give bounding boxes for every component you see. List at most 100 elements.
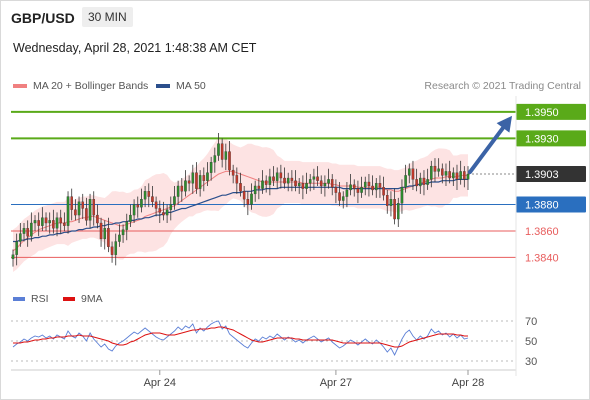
legend-label-rsi: RSI: [31, 293, 49, 305]
candle-body: [341, 196, 345, 201]
candle-body: [143, 191, 147, 200]
candle-body: [33, 220, 37, 224]
rsi-ma-line: [13, 326, 468, 348]
candle-body: [191, 172, 195, 184]
candle-body: [132, 204, 136, 216]
candle-body: [411, 168, 415, 180]
candle-body: [158, 208, 162, 213]
candle-body: [165, 209, 169, 216]
candle-body: [15, 241, 18, 255]
candle-body: [422, 177, 426, 185]
candle-body: [452, 172, 455, 179]
legend-label-9ma: 9MA: [81, 293, 103, 305]
candle-body: [103, 228, 107, 240]
candle-body: [176, 185, 180, 197]
candle-body: [169, 204, 173, 210]
timeframe-badge[interactable]: 30 MIN: [82, 7, 133, 27]
candle-body: [55, 217, 59, 229]
candle-body: [125, 221, 129, 230]
x-tick-label: Apr 28: [452, 377, 484, 389]
candle-body: [187, 180, 191, 184]
candle-body: [290, 177, 294, 181]
candle-body: [154, 201, 158, 209]
candle-body: [52, 220, 55, 229]
candle-body: [92, 199, 96, 216]
legend-item-rsi: RSI: [13, 293, 49, 305]
legend-swatch-ma20: [13, 84, 27, 88]
candle-body: [371, 185, 374, 191]
candle-body: [11, 254, 15, 259]
candle-body: [136, 204, 140, 208]
candle-body: [444, 171, 448, 176]
candle-body: [85, 208, 88, 221]
candle-body: [220, 143, 224, 160]
x-tick-label: Apr 24: [144, 377, 176, 389]
candle-body: [261, 180, 264, 189]
candle-body: [345, 189, 349, 197]
rsi-line: [12, 320, 469, 357]
candle-body: [41, 217, 44, 226]
level-label-1-3930-box: [516, 130, 586, 147]
candle-body: [430, 165, 433, 180]
candle-body: [198, 175, 202, 189]
candle-body: [250, 193, 253, 205]
symbol-title: GBP/USD: [11, 10, 75, 26]
candle-body: [352, 184, 356, 189]
x-tick-label: Apr 27: [320, 377, 352, 389]
candle-body: [441, 168, 444, 176]
candle-body: [26, 228, 29, 237]
candle-body: [81, 201, 84, 209]
candle-body: [99, 222, 103, 240]
candle-body: [268, 176, 272, 185]
candle-body: [463, 171, 466, 180]
candle-body: [360, 187, 363, 193]
candle-body: [312, 176, 316, 180]
candle-body: [202, 175, 206, 181]
legend-swatch-ma50: [156, 84, 170, 88]
candle-body: [363, 181, 367, 188]
level-label-1-3880-box: [516, 196, 586, 213]
candle-body: [129, 214, 132, 222]
candle-body: [397, 203, 400, 220]
level-label-1-3950-box: [516, 103, 586, 120]
candle-body: [63, 222, 66, 226]
candle-body: [213, 155, 217, 163]
candle-body: [338, 192, 341, 201]
legend-label-ma20: MA 20 + Bollinger Bands: [33, 80, 149, 92]
candle-body: [110, 246, 114, 255]
level-label-1-3860: 1.3860: [525, 226, 559, 238]
legend-swatch-9ma: [63, 297, 75, 301]
candle-body: [385, 195, 389, 206]
candle-body: [308, 179, 312, 184]
candle-body: [44, 217, 48, 224]
candle-body: [184, 180, 187, 192]
candle-body: [279, 172, 283, 179]
candle-body: [367, 181, 371, 187]
legend-item-ma20: MA 20 + Bollinger Bands: [13, 80, 148, 92]
candle-body: [286, 177, 290, 184]
candle-body: [140, 199, 143, 208]
candle-body: [118, 234, 121, 242]
candle-body: [19, 233, 22, 242]
candle-body: [374, 183, 378, 191]
candle-body: [437, 168, 440, 172]
legend-item-9ma: 9MA: [63, 293, 103, 305]
candle-body: [382, 187, 385, 196]
candle-body: [257, 185, 261, 189]
candle-body: [448, 171, 451, 179]
candle-body: [319, 180, 323, 187]
candle-body: [426, 179, 429, 185]
candle-body: [316, 176, 319, 181]
candle-body: [231, 169, 235, 176]
target-arrow-shaft: [468, 121, 508, 175]
candle-body: [330, 179, 334, 188]
candle-body: [239, 183, 242, 192]
candle-body: [151, 196, 154, 202]
legend-item-ma50: MA 50: [156, 80, 206, 92]
candle-body: [114, 241, 118, 255]
level-label-1-3880: 1.3880: [525, 199, 559, 211]
candle-body: [88, 199, 92, 221]
candle-body: [323, 183, 327, 187]
candle-body: [459, 171, 462, 180]
candle-body: [30, 222, 33, 237]
